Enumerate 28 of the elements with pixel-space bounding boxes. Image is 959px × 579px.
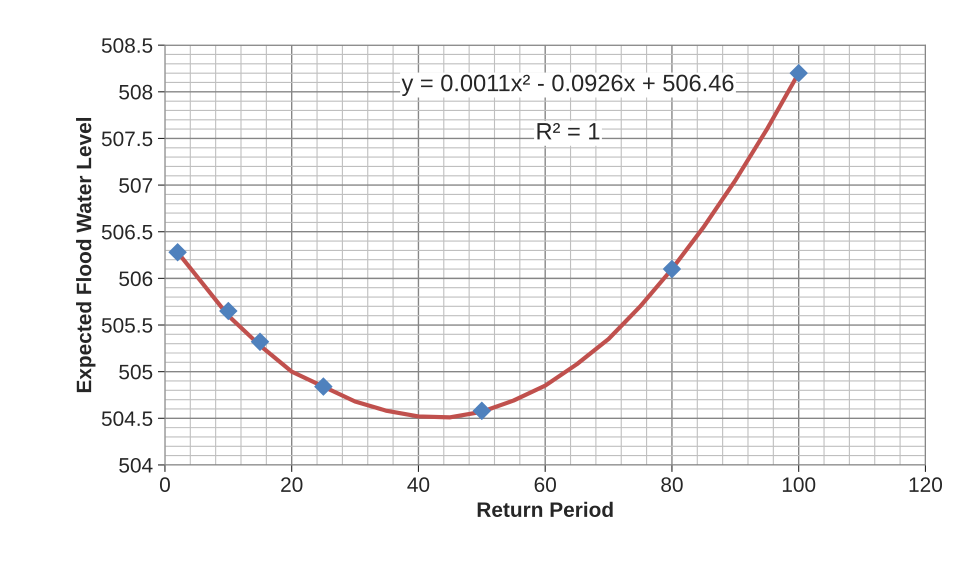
x-tick-label: 60 (534, 477, 556, 492)
x-tick-label: 0 (160, 477, 170, 492)
x-tick-label: 40 (407, 477, 430, 492)
x-tick-label: 100 (782, 477, 816, 492)
annotation: R² = 1 (537, 123, 600, 140)
x-tick-label: 20 (281, 477, 302, 492)
x-tick-label: 80 (661, 477, 683, 492)
y-tick-label: 507 (119, 178, 152, 193)
x-tick-label: 120 (910, 477, 942, 492)
y-tick-label: 505 (119, 364, 152, 380)
point (219, 302, 238, 320)
y-tick-label: 504 (119, 458, 153, 473)
y-axis-title: Expected Flood Water Level (76, 118, 96, 392)
point (472, 402, 491, 420)
y-tick-label: 507.5 (102, 131, 152, 146)
point (790, 64, 808, 82)
x-axis-title: Return Period (478, 502, 613, 518)
point (168, 243, 187, 262)
point (250, 332, 270, 351)
y-tick-label: 508.5 (102, 38, 152, 53)
y-tick-label: 505.5 (102, 318, 152, 333)
y-tick-label: 508 (119, 84, 152, 100)
annotation: y = 0.0011x² - 0.0926x + 506.46 (402, 74, 734, 96)
y-tick-label: 506 (119, 271, 152, 286)
y-tick-label: 506.5 (102, 224, 152, 240)
y-tick-label: 504.5 (102, 411, 152, 426)
point (314, 377, 333, 396)
point (662, 260, 682, 278)
